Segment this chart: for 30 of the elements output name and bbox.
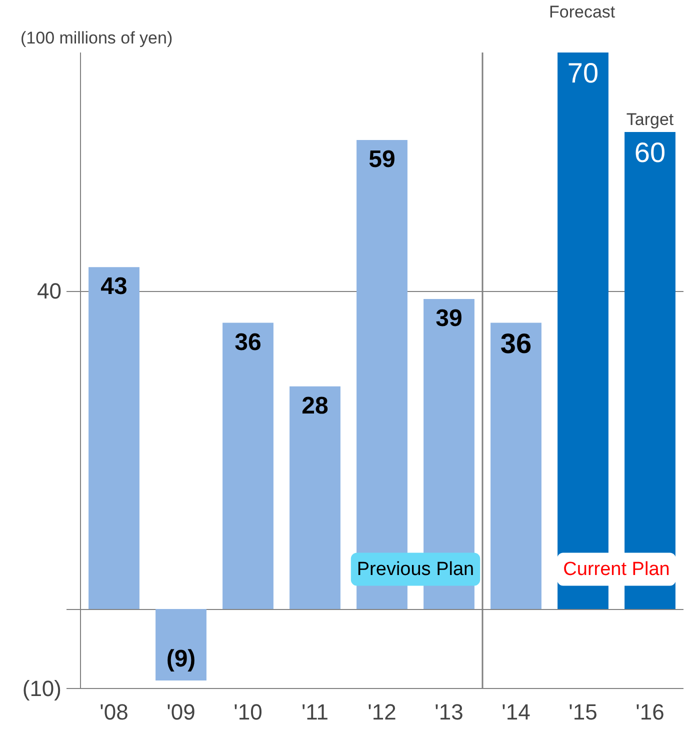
- bar: [222, 322, 274, 609]
- data-label: (9): [166, 646, 196, 673]
- x-tick-label: '12: [368, 700, 396, 724]
- data-label: 36: [234, 328, 262, 356]
- annotation: Forecast: [549, 2, 616, 22]
- data-label: 60: [634, 137, 666, 168]
- annotation: Previous Plan: [356, 558, 474, 580]
- x-tick-label: '14: [502, 700, 530, 724]
- x-tick-label: '10: [234, 700, 262, 724]
- y-tick-label: (10): [22, 676, 62, 701]
- data-label: 39: [436, 304, 462, 332]
- bar: [156, 609, 206, 681]
- data-label: 28: [302, 392, 328, 420]
- x-tick-label: '16: [636, 700, 664, 724]
- data-label: 43: [100, 273, 128, 300]
- data-label: 59: [368, 146, 396, 173]
- bar: [490, 322, 542, 609]
- annotation: Target: [626, 110, 674, 129]
- x-tick-label: '15: [568, 700, 598, 724]
- x-tick-label: '13: [434, 700, 464, 724]
- data-label: 36: [500, 328, 532, 359]
- bar: [290, 386, 340, 609]
- bar: [88, 267, 140, 609]
- data-label: 70: [567, 58, 599, 88]
- x-tick-label: '11: [301, 700, 329, 724]
- y-tick-label: 40: [37, 278, 62, 304]
- y-axis-title: (100 millions of yen): [20, 28, 173, 48]
- x-tick-label: '08: [100, 700, 128, 724]
- x-tick-label: '09: [166, 700, 196, 724]
- annotation: Current Plan: [563, 558, 670, 580]
